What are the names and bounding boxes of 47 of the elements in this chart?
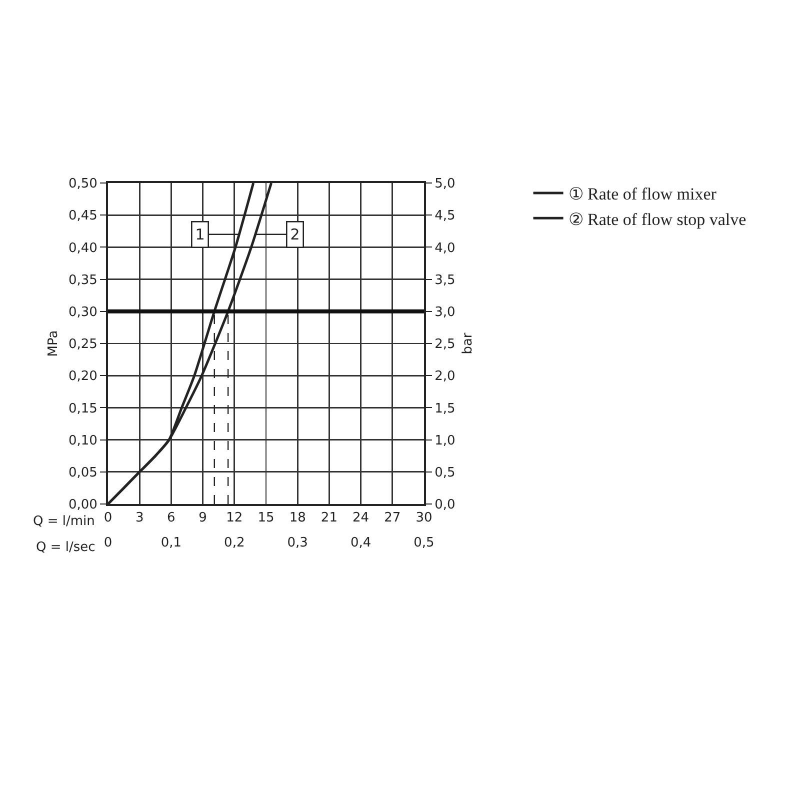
y-tick-label: 0,00 [68, 498, 98, 513]
y-tick-label: 0,45 [68, 208, 98, 224]
y2-tick-label: 0,5 [434, 465, 456, 480]
y2-tick-label: 1,5 [434, 401, 456, 416]
x-tick-label: 3 [135, 510, 144, 526]
annotation: 1 [195, 225, 205, 244]
x-tick-label: 21 [320, 510, 338, 526]
x2-tick-label: 0,1 [160, 535, 182, 550]
y-tick-label: 0,20 [68, 369, 98, 384]
y-axis-title: MPa [46, 330, 61, 357]
x-tick-label: 27 [384, 510, 401, 526]
legend-label: ② Rate of flow stop valve [568, 210, 746, 229]
y2-tick-label: 4,0 [434, 240, 456, 256]
y2-tick-label: 3,5 [434, 272, 456, 288]
annotation: 2 [290, 225, 300, 244]
x-tick-label: 12 [226, 510, 243, 526]
y-tick-label: 0,10 [68, 433, 98, 448]
y2-axis-title: bar [460, 332, 476, 354]
x2-axis-title: Q = l/sec [36, 540, 96, 555]
x-tick-label: 0 [104, 510, 112, 526]
y2-tick-label: 2,5 [434, 337, 456, 352]
x2-tick-label: 0 [104, 535, 112, 550]
legend-label: ① Rate of flow mixer [568, 184, 717, 204]
y2-tick-label: 3,0 [434, 304, 456, 320]
y2-tick-label: 1,0 [434, 433, 456, 448]
y2-tick-label: 4,5 [434, 208, 456, 224]
y-tick-label: 0,35 [68, 272, 98, 288]
y2-tick-label: 0,0 [434, 498, 456, 513]
y-tick-label: 0,50 [68, 176, 98, 192]
x2-tick-label: 0,4 [350, 535, 372, 550]
x-tick-label: 18 [289, 510, 306, 526]
x-axis-title: Q = l/min [33, 514, 95, 529]
x2-tick-label: 0,2 [224, 535, 245, 550]
y-tick-label: 0,15 [68, 401, 98, 416]
x2-tick-label: 0,5 [414, 535, 434, 550]
x2-tick-label: 0,3 [287, 535, 308, 550]
x-tick-label: 9 [198, 510, 207, 526]
y-tick-label: 0,05 [68, 465, 98, 480]
y-tick-label: 0,40 [68, 240, 98, 256]
x-tick-label: 24 [352, 510, 370, 526]
y2-tick-label: 2,0 [434, 369, 456, 384]
y2-tick-label: 5,0 [434, 176, 456, 192]
x-tick-label: 15 [258, 510, 274, 526]
y-tick-label: 0,25 [68, 337, 98, 352]
x-tick-label: 6 [167, 510, 176, 526]
y-tick-label: 0,30 [68, 304, 98, 320]
x-tick-label: 30 [416, 510, 432, 526]
